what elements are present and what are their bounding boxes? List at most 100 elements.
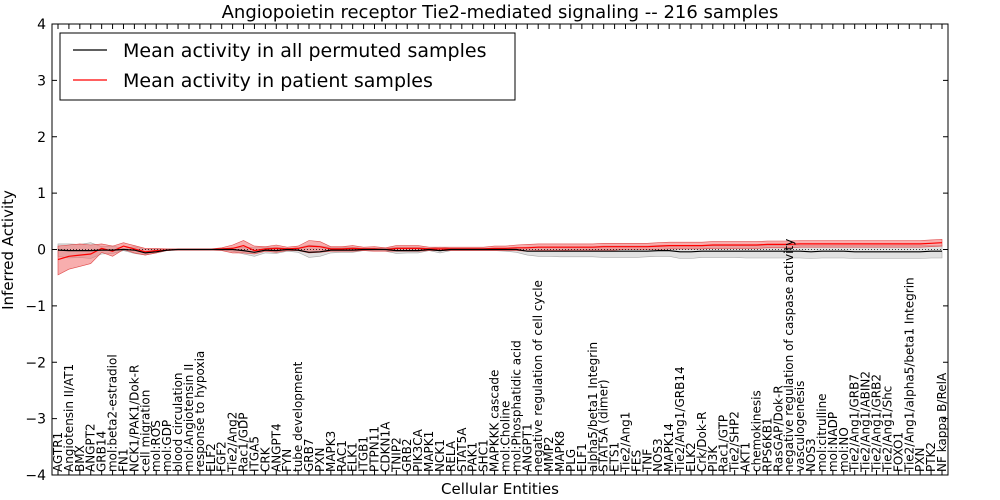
- x-tick-label: Tie2/Ang1/GRB14: [673, 366, 687, 473]
- x-tick-label: STAT5A: [455, 427, 469, 472]
- x-tick-label: vasculogenesis: [793, 381, 807, 472]
- x-tick-label: mol:Angiotensin II: [182, 364, 196, 472]
- x-tick-label: FES: [629, 450, 643, 472]
- x-tick-label: NCK1/PAK1/Dok-R: [127, 365, 141, 472]
- x-tick-label: PXN: [913, 448, 927, 472]
- x-tick-label: GRB2: [400, 438, 414, 472]
- y-tick-label: 3: [37, 73, 46, 89]
- x-tick-label: TNF: [640, 449, 654, 473]
- x-tick-label: Tie2/Ang1/GRB7: [848, 374, 862, 473]
- y-tick-label: −4: [25, 468, 46, 484]
- x-tick-label: BMX: [73, 445, 87, 472]
- x-tick-label: MAPK14: [662, 423, 676, 472]
- x-tick-label: FYN: [280, 449, 294, 472]
- x-tick-label: negative regulation of cell cycle: [531, 280, 545, 472]
- x-tick-label: ELF1: [575, 443, 589, 472]
- y-tick-label: 4: [37, 17, 46, 33]
- x-tick-label: RasGAP/Dok-R: [771, 385, 785, 472]
- y-axis-label: Inferred Activity: [0, 190, 17, 310]
- x-tick-label: FN1: [116, 448, 130, 472]
- x-tick-label: alpha5/beta1 Integrin: [586, 342, 600, 472]
- x-tick-label: STAT5A (dimer): [597, 379, 611, 472]
- x-tick-label: mol:Phosphatidic acid: [509, 340, 523, 472]
- series-lines: [57, 242, 943, 261]
- x-tick-label: GRB7: [302, 438, 316, 472]
- x-tick-label: PLG: [564, 449, 578, 472]
- x-tick-label: RELA: [444, 440, 458, 472]
- x-tick-label: Tie2/Ang1/ABIN2: [859, 371, 873, 473]
- y-tick-label: −3: [25, 412, 46, 428]
- legend-box: [59, 32, 516, 101]
- x-tick-label: PAK1: [466, 442, 480, 472]
- x-tick-label: mol:Choline: [498, 401, 512, 472]
- x-tick-label: PTK2: [924, 442, 938, 472]
- x-tick-label: ELK1: [346, 442, 360, 472]
- legend-label-patient: Mean activity in patient samples: [123, 70, 433, 92]
- x-tick-label: Angiotensin II/AT1: [62, 364, 76, 472]
- x-tick-label: MAPK3: [324, 431, 338, 472]
- x-tick-label: NOS3: [651, 438, 665, 472]
- x-tick-label: blood circulation: [171, 372, 185, 472]
- x-tick-label: NF kappa B/RelA: [935, 372, 949, 472]
- series-line-permuted: [57, 248, 942, 254]
- x-tick-label: mol:NO: [837, 427, 851, 472]
- x-tick-label: MAPK8: [553, 431, 567, 472]
- x-tick-label: PTPN11: [367, 426, 381, 472]
- x-tick-label: chemokinesis: [749, 390, 763, 472]
- x-tick-label: CRK: [258, 446, 272, 472]
- x-tick-label: NCK1: [433, 439, 447, 472]
- x-tick-label: ELK2: [684, 442, 698, 472]
- x-tick-label: cell migration: [138, 390, 152, 472]
- x-tick-label: CDKN1A: [378, 421, 392, 472]
- x-tick-label: ITGA5: [247, 436, 261, 472]
- x-tick-label: mol:beta2-estradiol: [106, 354, 120, 472]
- y-tick-label: 2: [37, 130, 46, 146]
- x-tick-label: AGTR1: [51, 432, 65, 472]
- x-tick-label: ITGB1: [357, 436, 371, 472]
- x-tick-label: PI3K: [706, 445, 720, 472]
- x-tick-label: negative regulation of caspase activity: [782, 239, 796, 472]
- x-tick-label: Tie2/Ang1/alpha5/beta1 Integrin: [902, 277, 916, 473]
- x-tick-label: Crk/Dok-R: [695, 411, 709, 472]
- y-tick-label: 1: [37, 186, 46, 202]
- x-tick-label: TNIP2: [389, 437, 403, 473]
- x-tick-label: tube development: [291, 361, 305, 472]
- x-tick-label: Rac1/GDP: [237, 413, 251, 472]
- x-tick-label: RAC1: [335, 440, 349, 472]
- x-axis-label: Cellular Entities: [441, 480, 559, 498]
- x-tick-label: ELF2: [204, 443, 218, 472]
- x-tick-label: mol:GDP: [160, 420, 174, 472]
- x-tick-label: Tie2/Ang1/GRB2: [870, 374, 884, 473]
- x-tick-label: Tie2/Ang1: [619, 412, 633, 473]
- x-tick-label: RPS6KB1: [760, 417, 774, 472]
- x-tick-label: Tie2/SHP2: [728, 411, 742, 473]
- x-tick-label: FOXO1: [891, 432, 905, 472]
- x-tick-label: Rac1/GTP: [717, 415, 731, 472]
- legend-label-permuted: Mean activity in all permuted samples: [123, 40, 486, 62]
- x-tick-label: ANGPT2: [84, 423, 98, 472]
- x-tick-label: PXN: [313, 448, 327, 472]
- x-tick-label: response to hypoxia: [193, 351, 207, 472]
- y-axis-ticks: −4 −3 −2 −1 0 1 2 3 4: [25, 17, 948, 484]
- x-tick-label: ANGPT1: [520, 423, 534, 472]
- x-tick-label: AKT1: [739, 442, 753, 472]
- legend: Mean activity in all permuted samples Me…: [59, 32, 516, 101]
- x-tick-label: MMP2: [542, 436, 556, 472]
- x-tick-label: NOS3: [804, 438, 818, 472]
- x-tick-label: PIK3CA: [411, 428, 425, 472]
- y-tick-label: −1: [25, 299, 46, 315]
- x-tick-label: ANGPT4: [269, 423, 283, 472]
- y-tick-label: 0: [37, 243, 46, 259]
- x-tick-label: ETS1: [608, 442, 622, 472]
- y-tick-label: −2: [25, 355, 46, 371]
- chart-title: Angiopoietin receptor Tie2-mediated sign…: [222, 2, 779, 23]
- x-tick-label: SHC1: [477, 439, 491, 472]
- x-tick-label: mol:citrulline: [815, 393, 829, 472]
- x-tick-label: mol:ROS: [149, 420, 163, 472]
- x-tick-label: Tie2/Ang1/Shc: [880, 386, 894, 473]
- x-tick-label: FGF2: [215, 441, 229, 472]
- x-tick-label: MAPK1: [422, 431, 436, 472]
- x-tick-label: MAPKKK cascade: [488, 370, 502, 472]
